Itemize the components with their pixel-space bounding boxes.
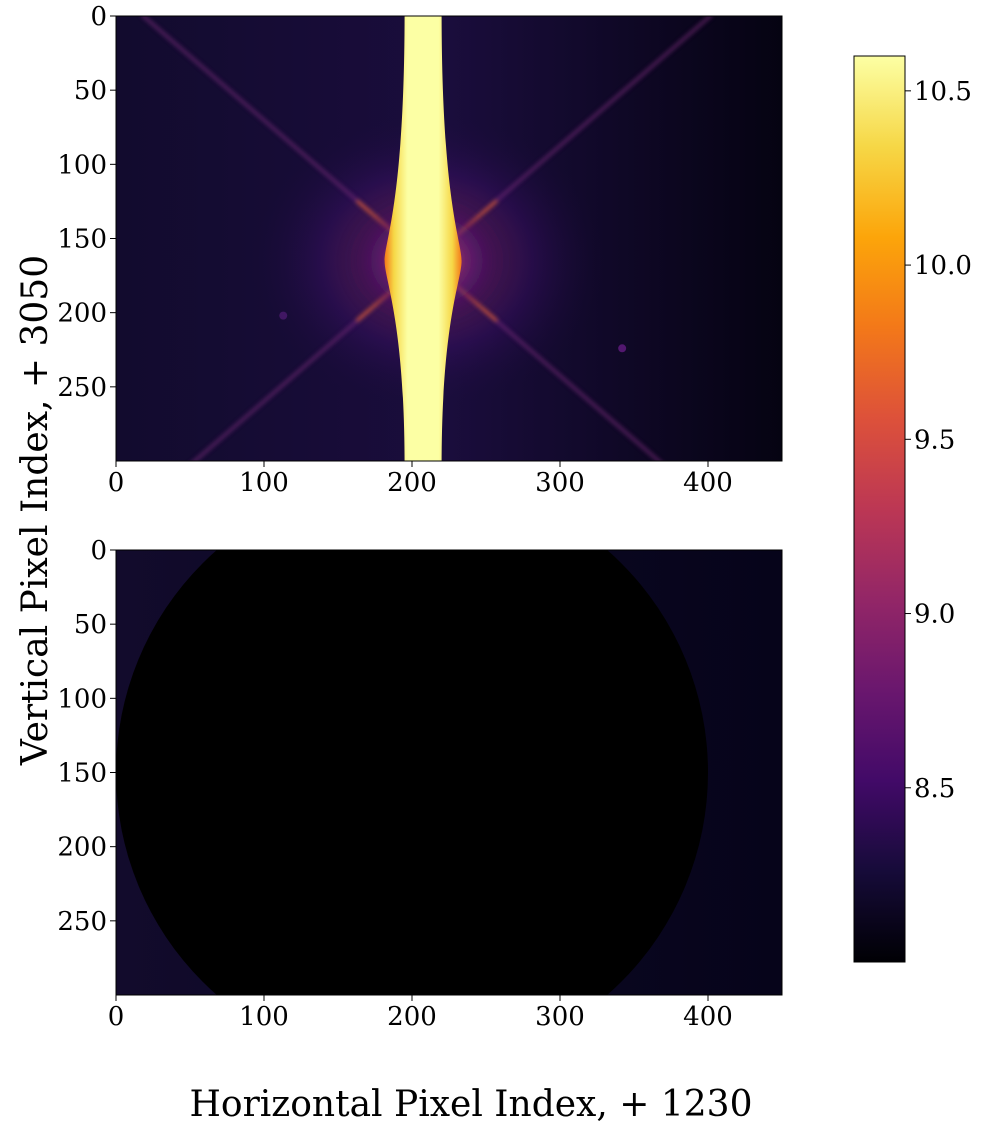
colorbar-tick-label: 10.5 [914,77,972,107]
faint-source-2 [618,344,627,353]
top-heatmap-panel [116,16,782,461]
bottom-y-tick-label: 50 [74,610,107,640]
bottom-y-ticks: 0 50 100 150 200 250 [57,536,116,937]
bottom-y-tick-label: 150 [57,759,107,789]
top-y-ticks: 0 50 100 150 200 250 [57,2,116,403]
bottom-y-tick-label: 200 [57,833,107,863]
faint-source-1 [279,311,288,320]
bottom-y-tick-label: 100 [57,684,107,714]
colorbar-tick-label: 9.0 [914,600,955,630]
top-x-tick-label: 100 [239,468,289,498]
colorbar-tick-label: 8.5 [914,774,955,804]
colorbar-ticks: 8.5 9.0 9.5 10.0 10.5 [905,77,972,804]
top-y-tick-label: 150 [57,225,107,255]
bottom-heatmap-panel [116,550,782,995]
saturated-streak [384,16,462,461]
bottom-x-tick-label: 0 [108,1002,125,1032]
top-y-tick-label: 50 [74,76,107,106]
top-y-tick-label: 200 [57,299,107,329]
top-y-tick-label: 100 [57,150,107,180]
top-y-tick-label: 0 [90,2,107,32]
colorbar-tick-label: 9.5 [914,425,955,455]
x-axis-title: Horizontal Pixel Index, + 1230 [190,1084,753,1125]
top-x-tick-label: 400 [683,468,733,498]
bottom-x-tick-label: 200 [387,1002,437,1032]
bottom-y-tick-label: 0 [90,536,107,566]
colorbar [853,55,906,963]
y-axis-title: Vertical Pixel Index, + 3050 [15,255,56,766]
bottom-x-tick-label: 300 [535,1002,585,1032]
top-x-tick-label: 300 [535,468,585,498]
bottom-x-tick-label: 400 [683,1002,733,1032]
bottom-mask-disk [116,550,708,995]
top-x-tick-label: 0 [108,468,125,498]
bottom-x-ticks: 0 100 200 300 400 [108,995,733,1032]
top-x-ticks: 0 100 200 300 400 [108,461,733,498]
bottom-y-tick-label: 250 [57,907,107,937]
colorbar-tick-label: 10.0 [914,251,972,281]
bottom-x-tick-label: 100 [239,1002,289,1032]
top-x-tick-label: 200 [387,468,437,498]
top-y-tick-label: 250 [57,373,107,403]
